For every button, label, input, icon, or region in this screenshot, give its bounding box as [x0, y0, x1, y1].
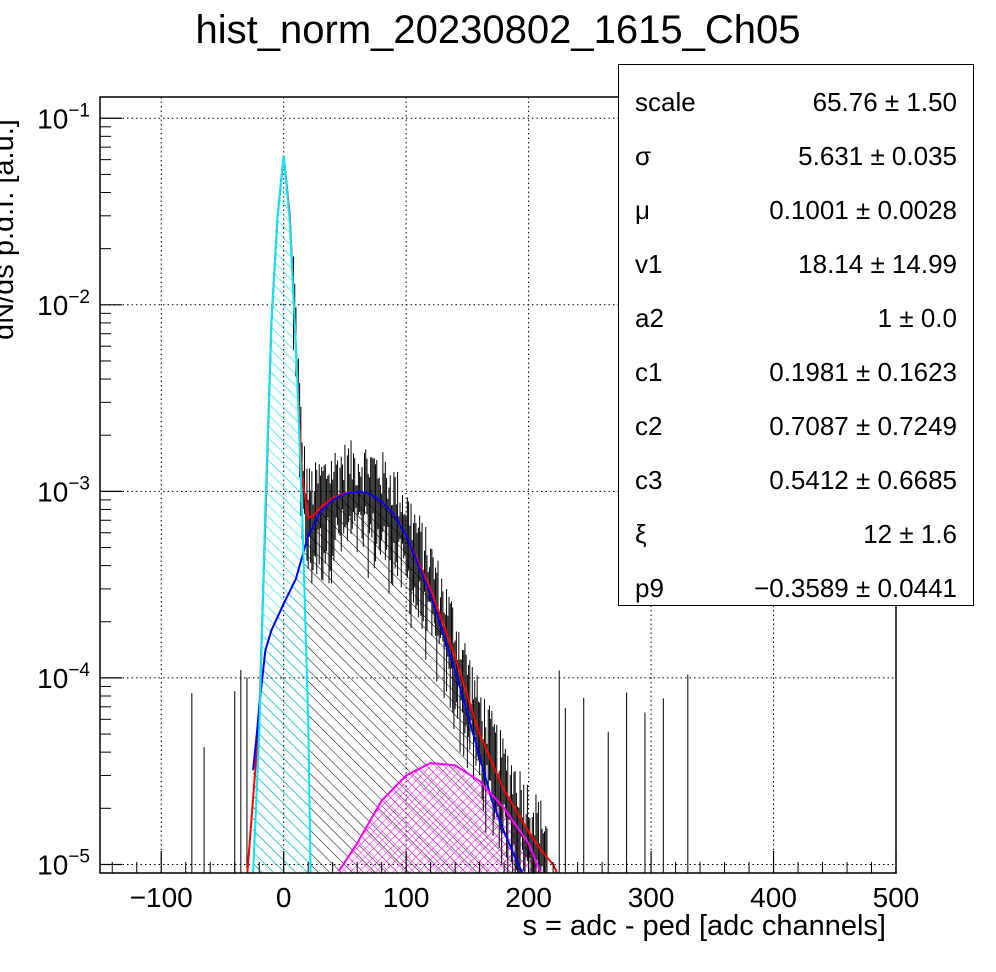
stat-row: c2 0.7087 ± 0.7249 — [619, 399, 973, 453]
stat-row: μ 0.1001 ± 0.0028 — [619, 183, 973, 237]
pedestal-curve — [252, 155, 312, 873]
stat-value: 5.631 ± 0.035 — [798, 141, 957, 171]
y-tick-label: 10−3 — [37, 473, 90, 507]
pedestal-hatch — [253, 155, 311, 873]
y-tick-label: 10−5 — [37, 846, 90, 880]
stat-name: scale — [635, 87, 696, 117]
stat-value: 18.14 ± 14.99 — [798, 249, 957, 279]
stat-name: ξ — [635, 519, 647, 549]
x-tick-label: −100 — [130, 882, 193, 913]
second-component-crosshatch — [338, 763, 541, 873]
stat-value: 0.5412 ± 0.6685 — [769, 465, 957, 495]
y-tick-label: 10−4 — [37, 660, 90, 694]
axis-ticks: −100 0 100 200 300 400 500 10−1 10−2 10−3 10−4 10−5 — [37, 100, 919, 913]
x-tick-label: 0 — [276, 882, 292, 913]
second-component-curve — [337, 761, 542, 873]
x-axis-label: s = adc - ped [adc channels] — [522, 910, 886, 942]
stat-name: σ — [635, 141, 652, 171]
x-tick-label: 500 — [873, 882, 920, 913]
stat-value: 1 ± 0.0 — [877, 303, 957, 333]
x-tick-label: 300 — [628, 882, 675, 913]
stat-name: c1 — [635, 357, 663, 387]
x-tick-label: 200 — [505, 882, 552, 913]
stat-value: 12 ± 1.6 — [863, 519, 957, 549]
chart-title: hist_norm_20230802_1615_Ch05 — [195, 8, 801, 52]
stat-row: scale 65.76 ± 1.50 — [619, 75, 973, 129]
stat-name: a2 — [635, 303, 664, 333]
stat-value: 0.1001 ± 0.0028 — [769, 195, 957, 225]
stat-row: σ 5.631 ± 0.035 — [619, 129, 973, 183]
stat-row: c1 0.1981 ± 0.1623 — [619, 345, 973, 399]
stat-value: −0.3589 ± 0.0441 — [754, 573, 957, 603]
signal-curve — [252, 490, 524, 873]
stat-row: p9 −0.3589 ± 0.0441 — [619, 561, 973, 615]
fit-statistics-box: scale 65.76 ± 1.50 σ 5.631 ± 0.035 μ 0.1001… — [618, 64, 974, 606]
stat-value: 65.76 ± 1.50 — [812, 87, 957, 117]
stat-row: a2 1 ± 0.0 — [619, 291, 973, 345]
x-tick-label: 400 — [750, 882, 797, 913]
y-tick-label: 10−2 — [37, 287, 90, 321]
stat-row: v1 18.14 ± 14.99 — [619, 237, 973, 291]
hatched-fills — [253, 155, 541, 873]
y-axis-label: dN/ds p.d.f. [a.u.] — [0, 119, 20, 340]
stat-row: ξ 12 ± 1.6 — [619, 507, 973, 561]
stat-name: c3 — [635, 465, 663, 495]
stat-name: p9 — [635, 573, 664, 603]
stat-row: c3 0.5412 ± 0.6685 — [619, 453, 973, 507]
y-tick-label: 10−1 — [37, 100, 90, 134]
fit-curves — [246, 155, 559, 873]
x-tick-label: 100 — [383, 882, 430, 913]
stat-value: 0.7087 ± 0.7249 — [769, 411, 957, 441]
stat-name: μ — [635, 195, 650, 225]
stat-name: v1 — [635, 249, 663, 279]
stat-value: 0.1981 ± 0.1623 — [769, 357, 957, 387]
stat-name: c2 — [635, 411, 663, 441]
